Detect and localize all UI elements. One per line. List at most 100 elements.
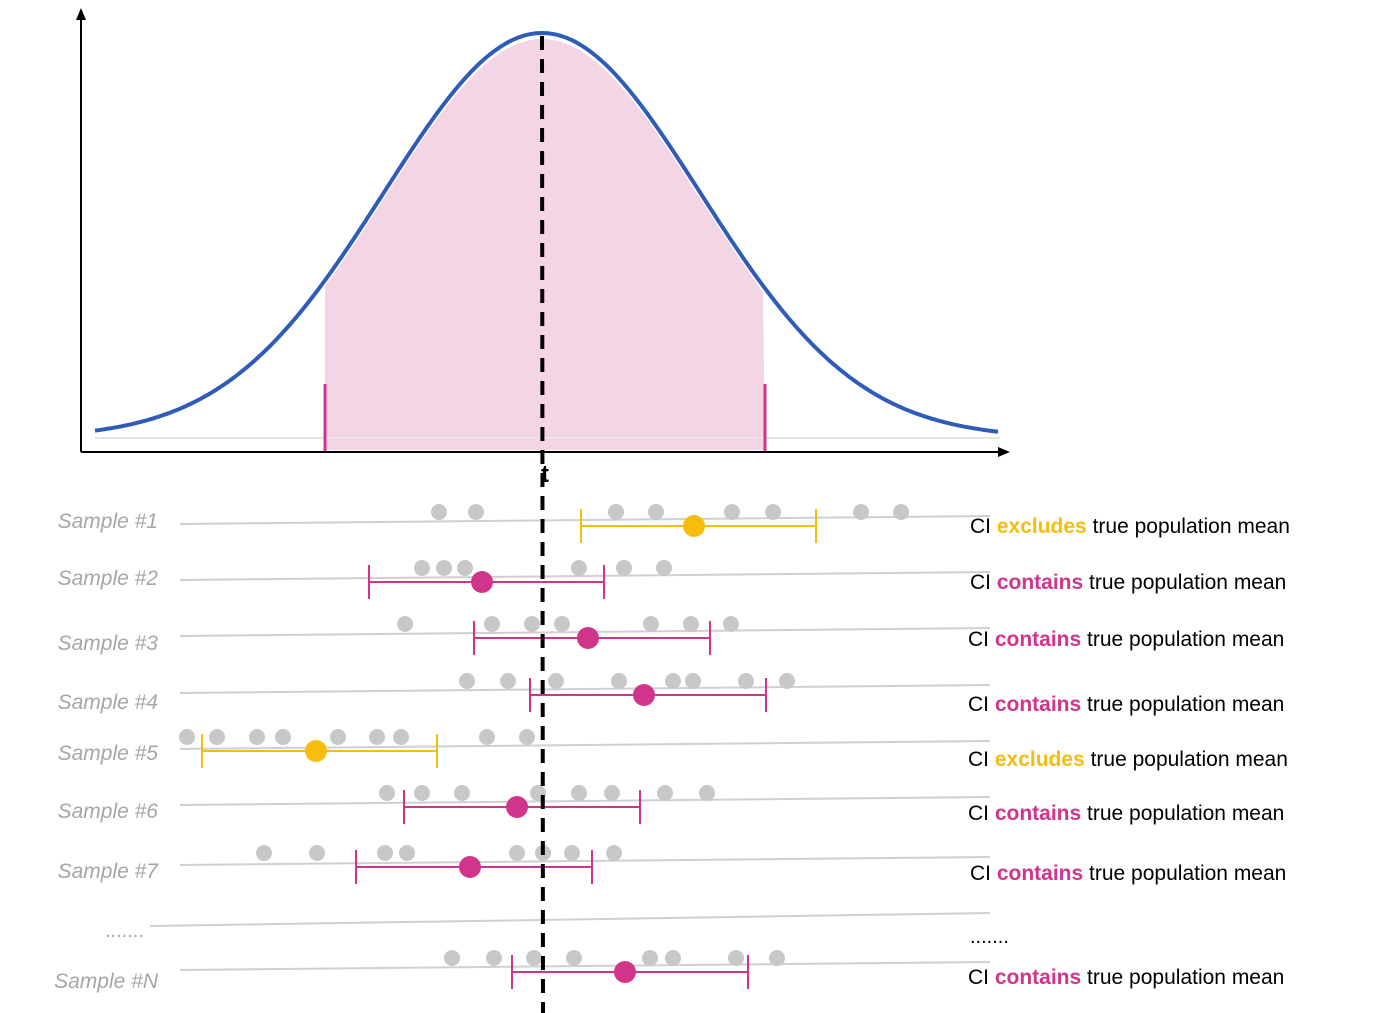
samples-panel: Sample #1 CI excludes true population mea… xyxy=(54,504,1290,993)
sample-label: Sample #6 xyxy=(58,800,159,823)
observation-point xyxy=(738,673,754,689)
observation-point xyxy=(275,729,291,745)
x-axis-arrow-icon xyxy=(998,447,1010,457)
sample-row: Sample #7 CI contains true population mea… xyxy=(58,845,1286,885)
observation-point xyxy=(486,950,502,966)
observation-point xyxy=(656,560,672,576)
observation-point xyxy=(554,616,570,632)
observation-point xyxy=(665,950,681,966)
observation-point xyxy=(779,673,795,689)
sample-label: Sample #7 xyxy=(58,860,160,883)
observation-point xyxy=(436,560,452,576)
ci-statement: CI contains true population mean xyxy=(968,966,1284,989)
observation-point xyxy=(414,785,430,801)
sample-row: Sample #3 CI contains true population mea… xyxy=(58,616,1284,655)
observation-point xyxy=(397,616,413,632)
sample-baseline xyxy=(179,684,991,694)
sample-mean-point xyxy=(614,961,636,983)
ellipsis-right: ....... xyxy=(970,926,1009,948)
sample-baseline xyxy=(179,571,991,581)
observation-point xyxy=(685,673,701,689)
sample-row: Sample #1 CI excludes true population mea… xyxy=(58,504,1290,543)
observation-point xyxy=(643,616,659,632)
sample-label: Sample #3 xyxy=(58,632,159,655)
sample-row: Sample #2 CI contains true population mea… xyxy=(58,560,1286,599)
sample-baseline xyxy=(179,961,991,971)
sample-label: Sample #2 xyxy=(58,567,159,590)
observation-point xyxy=(379,785,395,801)
observation-point xyxy=(179,729,195,745)
observation-point xyxy=(468,504,484,520)
observation-point xyxy=(665,673,681,689)
ci-statement: CI contains true population mean xyxy=(968,693,1284,716)
observation-point xyxy=(724,504,740,520)
observation-point xyxy=(683,616,699,632)
ci-statement: CI excludes true population mean xyxy=(968,748,1288,771)
sample-label: Sample #1 xyxy=(58,510,158,533)
sample-label: Sample #5 xyxy=(58,742,159,765)
ci-statement: CI contains true population mean xyxy=(970,571,1286,594)
ci-statement: CI contains true population mean xyxy=(970,862,1286,885)
observation-point xyxy=(526,950,542,966)
observation-point xyxy=(377,845,393,861)
observation-point xyxy=(606,845,622,861)
sample-label: Sample #N xyxy=(54,970,159,993)
observation-point xyxy=(393,729,409,745)
observation-point xyxy=(571,560,587,576)
observation-point xyxy=(604,785,620,801)
bell-curve xyxy=(94,30,999,434)
observation-point xyxy=(431,504,447,520)
central-area-fill xyxy=(325,39,765,450)
sample-baseline xyxy=(179,856,991,866)
sample-row: Sample #6 CI contains true population mea… xyxy=(58,785,1284,825)
distribution-plot: t xyxy=(76,8,1010,488)
observation-point xyxy=(769,950,785,966)
observation-point xyxy=(509,845,525,861)
observation-point xyxy=(484,616,500,632)
observation-point xyxy=(399,845,415,861)
observation-point xyxy=(893,504,909,520)
sample-baseline xyxy=(179,515,991,525)
observation-point xyxy=(444,950,460,966)
observation-point xyxy=(524,616,540,632)
observation-point xyxy=(414,560,430,576)
observation-point xyxy=(479,729,495,745)
true-mean-dashed-line xyxy=(540,35,545,1013)
observation-point xyxy=(853,504,869,520)
observation-point xyxy=(454,785,470,801)
observation-point xyxy=(209,729,225,745)
sample-row: Sample #N CI contains true population mea… xyxy=(54,950,1284,993)
observation-point xyxy=(566,950,582,966)
observation-point xyxy=(256,845,272,861)
observation-point xyxy=(611,673,627,689)
sample-mean-point xyxy=(305,740,327,762)
sample-label: Sample #4 xyxy=(58,691,158,714)
observation-point xyxy=(642,950,658,966)
observation-point xyxy=(616,560,632,576)
observation-point xyxy=(723,616,739,632)
observation-point xyxy=(369,729,385,745)
observation-point xyxy=(500,673,516,689)
observation-point xyxy=(519,729,535,745)
observation-point xyxy=(648,504,664,520)
sample-row: Sample #4 CI contains true population mea… xyxy=(58,673,1284,716)
ellipsis-left: ....... xyxy=(105,920,144,942)
ellipsis-baseline xyxy=(149,912,991,927)
observation-point xyxy=(330,729,346,745)
sample-mean-point xyxy=(633,684,655,706)
true-mean-label: t xyxy=(541,461,549,488)
observation-point xyxy=(657,785,673,801)
observation-point xyxy=(309,845,325,861)
observation-point xyxy=(728,950,744,966)
ci-statement: CI excludes true population mean xyxy=(970,515,1290,538)
observation-point xyxy=(457,560,473,576)
observation-point xyxy=(699,785,715,801)
sample-baseline xyxy=(179,796,991,806)
observation-point xyxy=(608,504,624,520)
ci-statement: CI contains true population mean xyxy=(968,628,1284,651)
sample-row: Sample #5 CI excludes true population mea… xyxy=(58,729,1288,771)
observation-point xyxy=(564,845,580,861)
y-axis-arrow-icon xyxy=(76,8,86,20)
sample-mean-point xyxy=(471,571,493,593)
